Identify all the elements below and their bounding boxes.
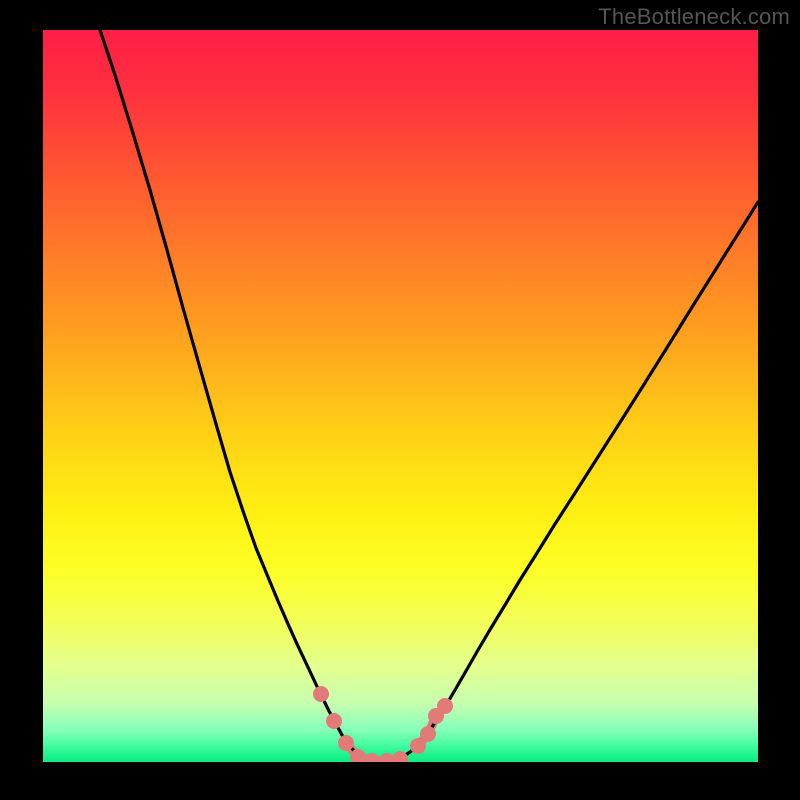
data-bead — [338, 735, 354, 751]
data-bead — [326, 713, 342, 729]
data-bead — [350, 749, 366, 765]
data-bead — [437, 698, 453, 714]
watermark-text: TheBottleneck.com — [598, 4, 790, 30]
data-bead — [392, 751, 408, 767]
chart-canvas — [0, 0, 800, 800]
data-bead — [420, 726, 436, 742]
data-bead — [364, 753, 380, 769]
data-bead — [313, 686, 329, 702]
stage: TheBottleneck.com — [0, 0, 800, 800]
plot-background — [43, 30, 758, 762]
